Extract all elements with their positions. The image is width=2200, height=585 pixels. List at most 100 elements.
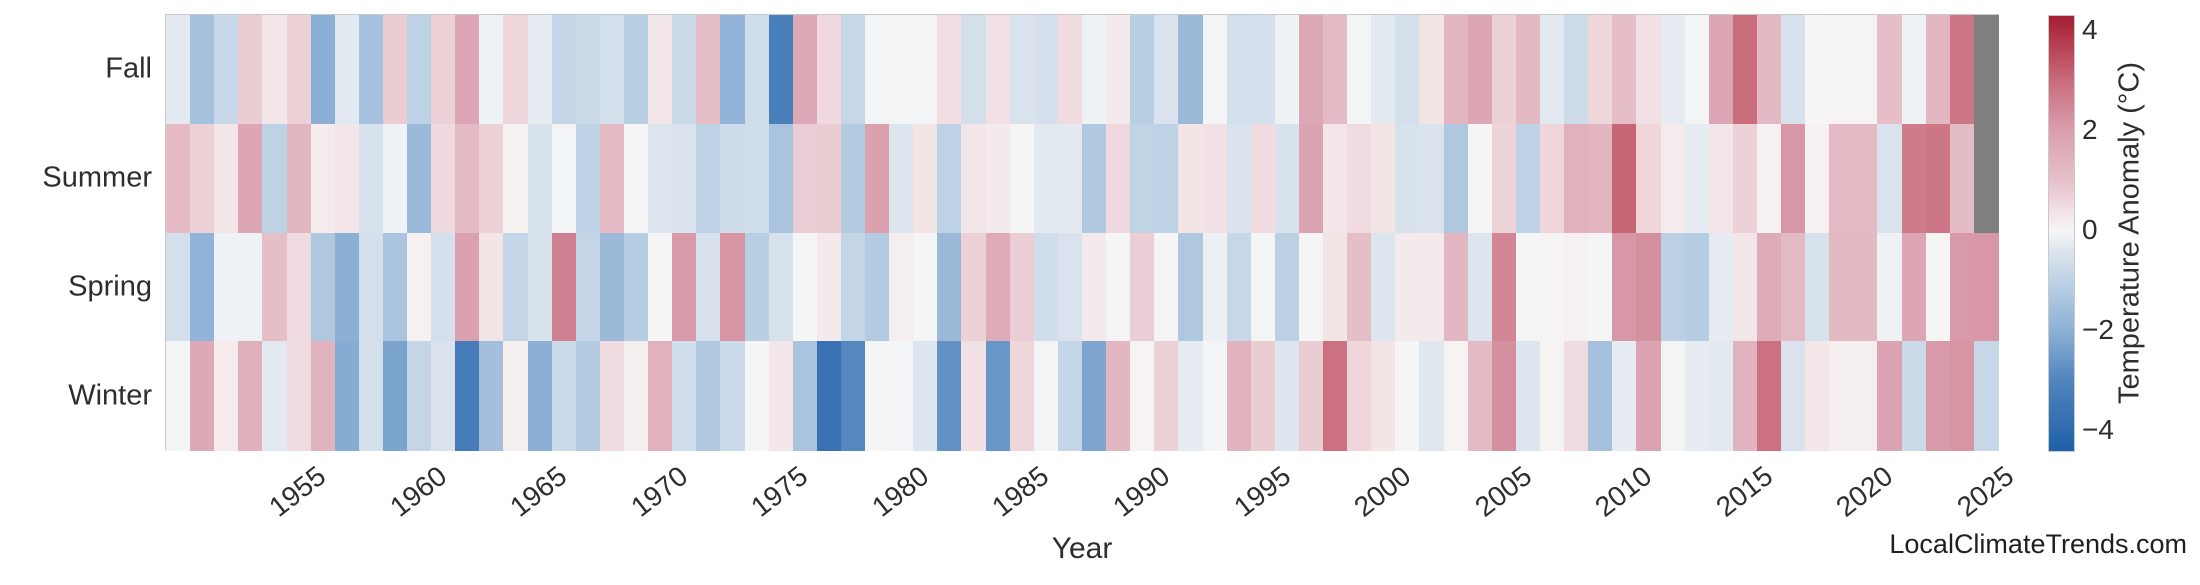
- heatmap-cell: [166, 232, 191, 342]
- heatmap-cell: [1371, 232, 1396, 342]
- x-tick-1975: 1975: [745, 460, 814, 523]
- heatmap-cell: [1805, 15, 1830, 125]
- heatmap-cell: [865, 15, 890, 125]
- heatmap-cell: [334, 15, 360, 125]
- heatmap-cell: [358, 15, 384, 125]
- heatmap-cell: [985, 123, 1011, 234]
- x-tick-2010: 2010: [1589, 460, 1658, 523]
- heatmap-cell: [1829, 15, 1854, 125]
- heatmap-cell: [310, 341, 336, 451]
- heatmap-cell: [985, 232, 1011, 342]
- x-tick-2005: 2005: [1468, 460, 1537, 523]
- heatmap-cell: [1323, 15, 1348, 125]
- heatmap-cell: [1588, 123, 1613, 234]
- heatmap-cell: [1781, 123, 1806, 234]
- heatmap-cell: [937, 123, 963, 234]
- heatmap-cell: [479, 123, 505, 234]
- heatmap-cell: [744, 15, 770, 125]
- heatmap-cell: [599, 232, 625, 342]
- heatmap-cell: [1202, 123, 1228, 234]
- heatmap-cell: [816, 15, 842, 125]
- heatmap-cell: [1033, 123, 1059, 234]
- heatmap-cell: [1540, 123, 1565, 234]
- heatmap-cell: [310, 123, 336, 234]
- heatmap-cell: [865, 232, 890, 342]
- heatmap-cell: [768, 123, 794, 234]
- heatmap-cell: [1274, 15, 1300, 125]
- heatmap-cell: [1805, 232, 1830, 342]
- heatmap-cell: [913, 232, 938, 342]
- x-tick-1990: 1990: [1107, 460, 1176, 523]
- heatmap-cell: [1540, 15, 1565, 125]
- heatmap-cell: [1419, 15, 1445, 125]
- heatmap-cell: [961, 232, 987, 342]
- heatmap-cell: [913, 123, 938, 234]
- heatmap-cell: [1564, 123, 1589, 234]
- heatmap-cell: [238, 15, 264, 125]
- heatmap-cell: [1467, 232, 1493, 342]
- heatmap-cell: [1323, 232, 1348, 342]
- heatmap-cell: [1877, 341, 1903, 451]
- heatmap-cell: [551, 232, 577, 342]
- heatmap-cell: [214, 232, 239, 342]
- heatmap-cell: [1853, 123, 1879, 234]
- heatmap-cell: [1033, 15, 1059, 125]
- heatmap-cell: [889, 232, 914, 342]
- heatmap-cell: [1660, 341, 1686, 451]
- heatmap-cell: [889, 341, 914, 451]
- heatmap-cell: [286, 341, 312, 451]
- heatmap-cell: [1082, 123, 1107, 234]
- heatmap-cell: [1347, 232, 1372, 342]
- heatmap-cell: [1708, 15, 1734, 125]
- heatmap-cell: [1732, 15, 1758, 125]
- heatmap-cell: [720, 341, 746, 451]
- heatmap-cell: [1443, 232, 1469, 342]
- heatmap-cell: [961, 341, 987, 451]
- heatmap-cell: [672, 123, 697, 234]
- heatmap-cell: [1178, 341, 1204, 451]
- heatmap-cell: [1130, 232, 1155, 342]
- heatmap-cell: [792, 232, 818, 342]
- x-tick-2015: 2015: [1709, 460, 1778, 523]
- heatmap-cell: [720, 232, 746, 342]
- heatmap-cell: [1274, 341, 1300, 451]
- heatmap-cell: [262, 341, 288, 451]
- heatmap-cell: [1901, 341, 1927, 451]
- heatmap-cell: [1515, 15, 1541, 125]
- heatmap-cell: [1829, 123, 1854, 234]
- heatmap-cell: [624, 232, 649, 342]
- heatmap-cell: [624, 341, 649, 451]
- heatmap-cell: [358, 123, 384, 234]
- heatmap-cell: [190, 123, 215, 234]
- heatmap-cell: [479, 341, 505, 451]
- heatmap-cell: [310, 15, 336, 125]
- heatmap-cell: [1901, 123, 1927, 234]
- heatmap-cell: [1515, 123, 1541, 234]
- heatmap-cell: [1178, 123, 1204, 234]
- heatmap-cell: [1612, 15, 1638, 125]
- heatmap-cell: [503, 123, 529, 234]
- heatmap-cell: [720, 15, 746, 125]
- heatmap-cell: [792, 341, 818, 451]
- heatmap-cell: [431, 123, 456, 234]
- colorbar-tick-0: 0: [2082, 214, 2098, 245]
- row-label-spring: Spring: [68, 270, 152, 303]
- heatmap-cell: [840, 341, 866, 451]
- heatmap-cell: [1178, 15, 1204, 125]
- heatmap-cell: [1901, 232, 1927, 342]
- heatmap-cell: [913, 341, 938, 451]
- heatmap-cell: [768, 15, 794, 125]
- heatmap-cell: [1491, 341, 1517, 451]
- x-tick-2025: 2025: [1950, 460, 2020, 523]
- heatmap-cell: [1443, 341, 1469, 451]
- heatmap-cell: [937, 232, 963, 342]
- heatmap-cell: [1636, 123, 1662, 234]
- heatmap-cell: [1250, 341, 1276, 451]
- heatmap-cell: [720, 123, 746, 234]
- heatmap-cell: [455, 341, 480, 451]
- heatmap-cell: [1829, 232, 1854, 342]
- heatmap-cell: [1588, 232, 1613, 342]
- heatmap-cell: [889, 15, 914, 125]
- x-tick-1965: 1965: [504, 460, 573, 523]
